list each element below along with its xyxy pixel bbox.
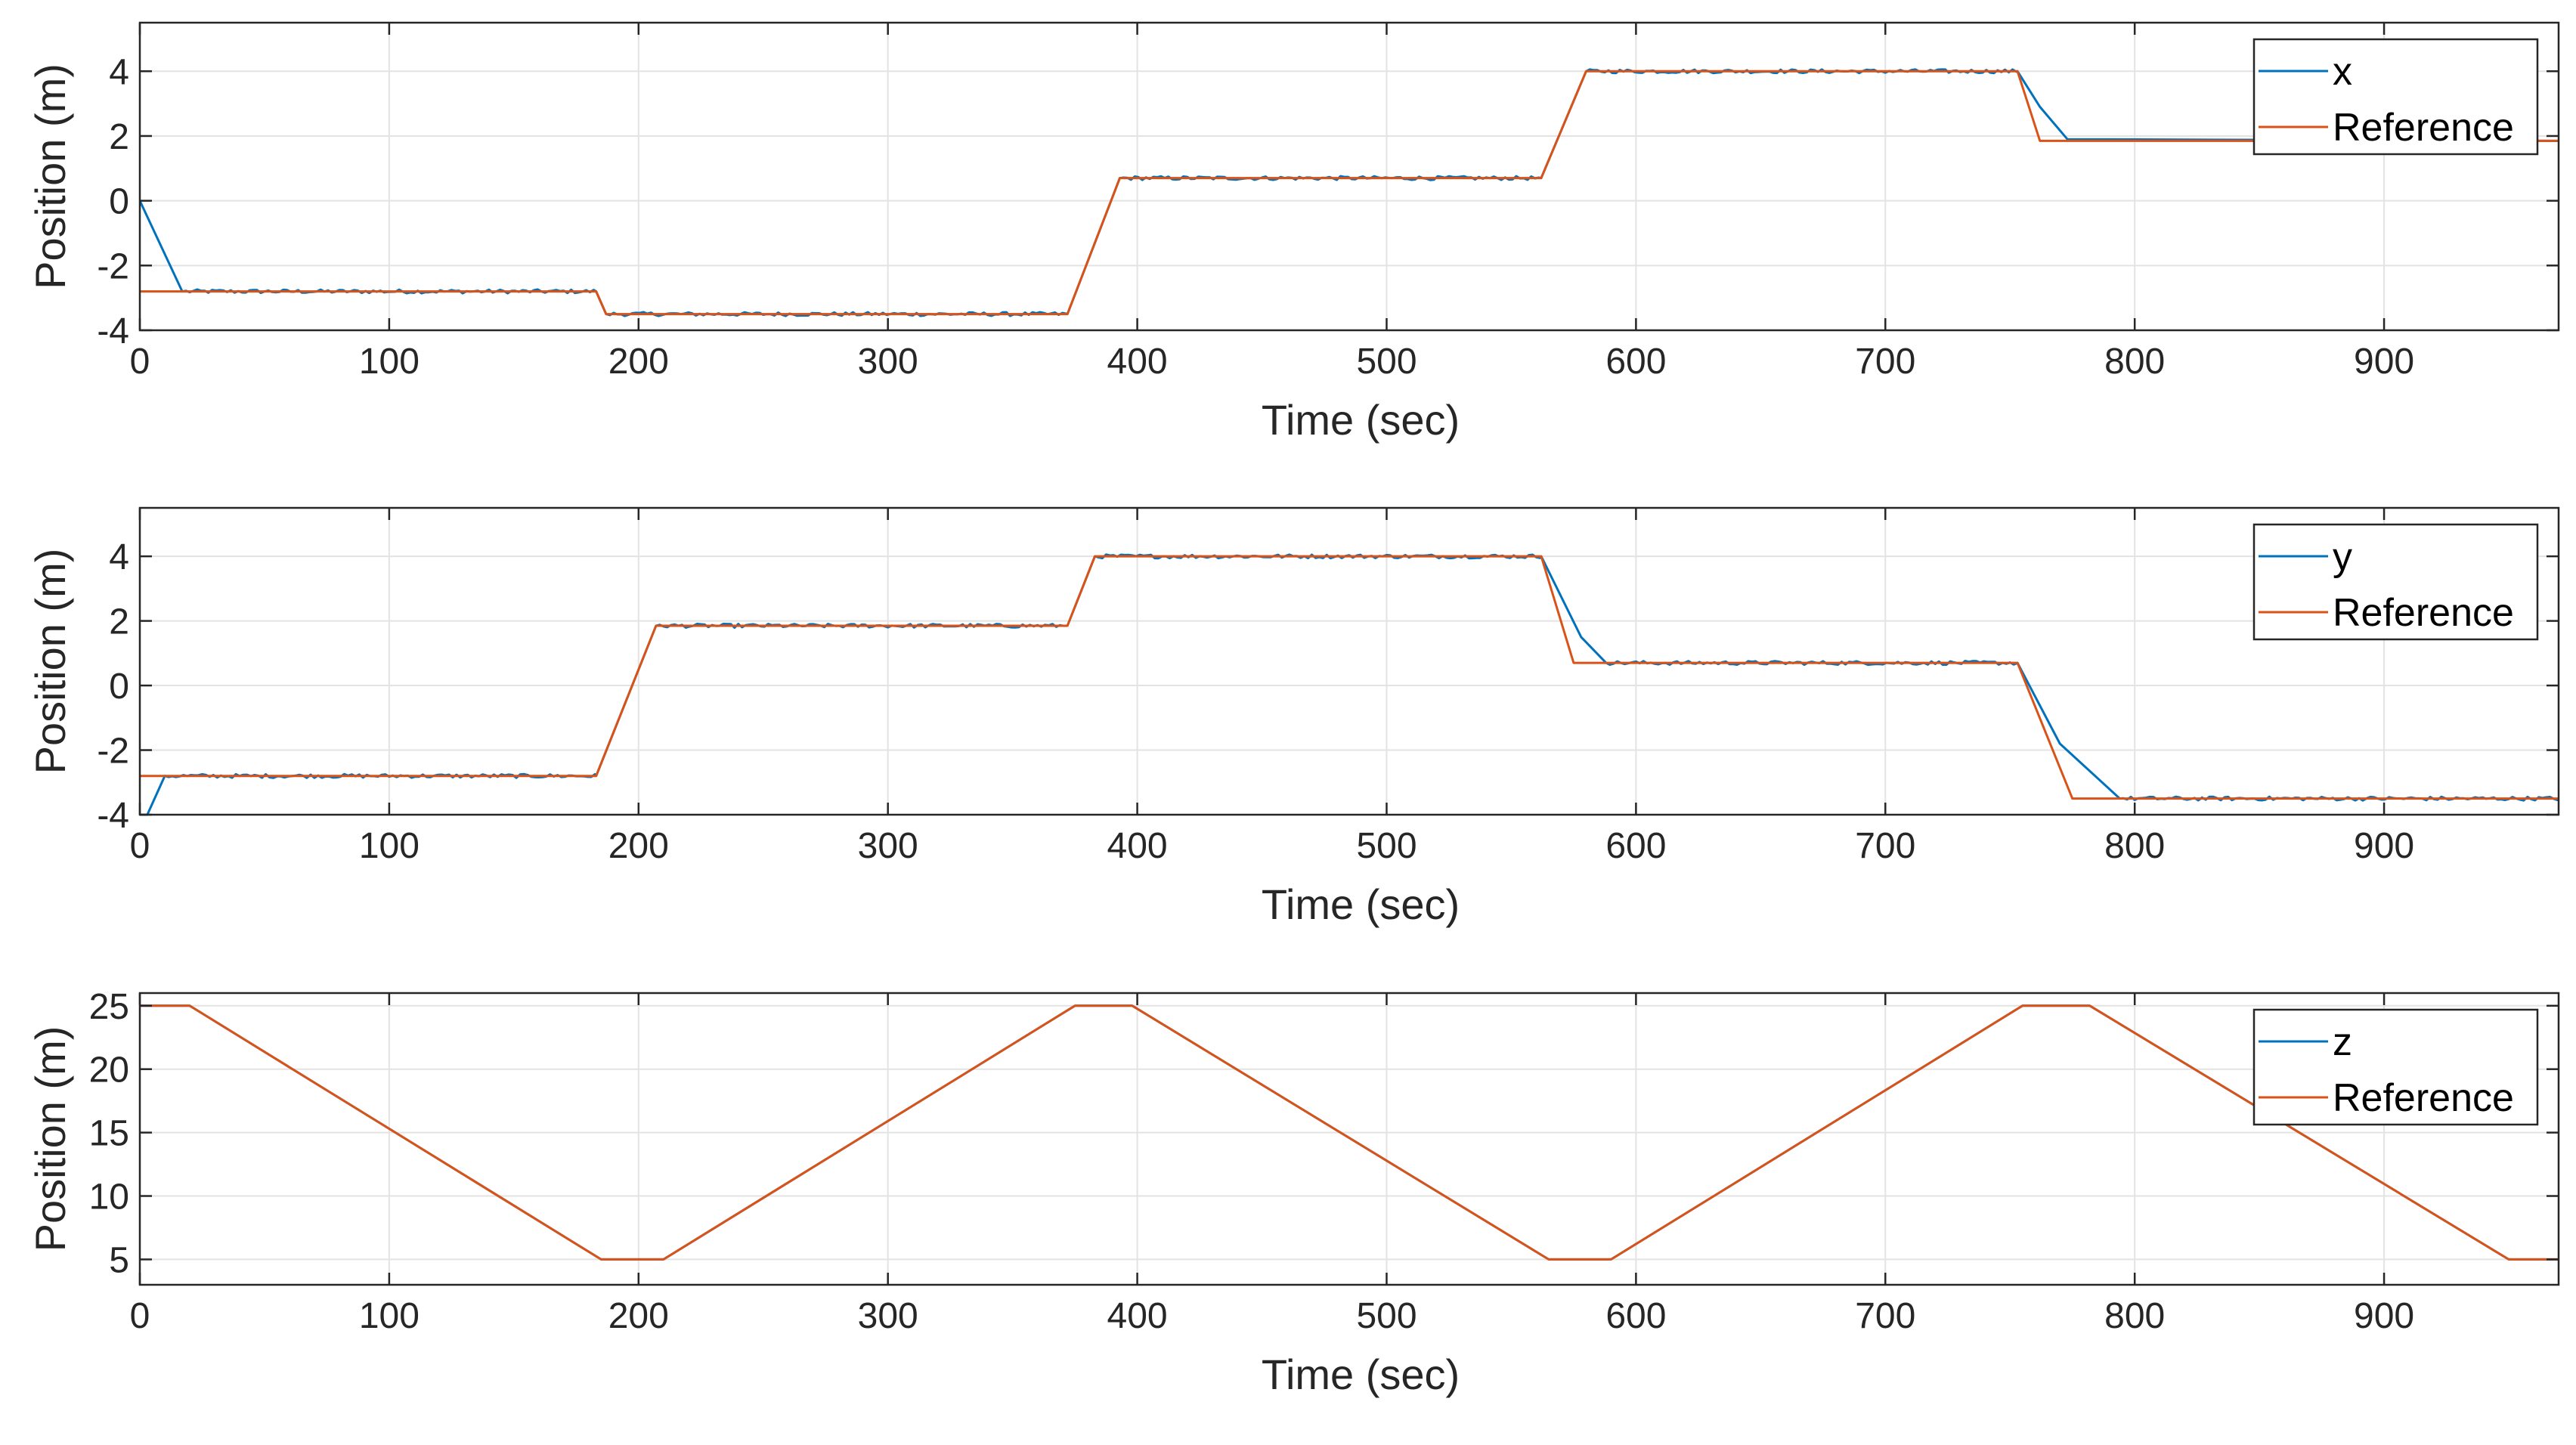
y-tick-label: 20 bbox=[89, 1050, 129, 1091]
y-tick-label: 0 bbox=[109, 667, 129, 707]
chart-panel-3: 0 100 200 300 400 500 600 700 800 900 5 10 15 20 25 Tim… bbox=[26, 987, 2560, 1398]
x-tick-label: 100 bbox=[359, 1296, 420, 1336]
series-line-y bbox=[140, 553, 2560, 816]
series-line-reference bbox=[140, 555, 2559, 800]
y-tick-label: -2 bbox=[97, 246, 129, 286]
y-tick-label: 2 bbox=[109, 117, 129, 157]
x-tick-label: 500 bbox=[1356, 342, 1416, 382]
axes-box bbox=[138, 992, 2560, 1286]
legend: z Reference bbox=[2252, 1008, 2539, 1126]
chart-panel-2: 0 100 200 300 400 500 600 700 800 900 -4 -2 0 2 4 Time … bbox=[26, 506, 2560, 928]
x-tick-label: 100 bbox=[359, 342, 420, 382]
x-tick-label: 500 bbox=[1356, 826, 1416, 866]
series-line-reference bbox=[140, 1004, 2559, 1261]
plot-area bbox=[140, 508, 2559, 815]
x-tick-label: 200 bbox=[608, 826, 669, 866]
legend-label-z: z bbox=[2333, 1020, 2352, 1064]
x-tick-label: 700 bbox=[1855, 826, 1915, 866]
x-tick-label: 600 bbox=[1605, 1296, 1666, 1336]
x-tick-label: 400 bbox=[1107, 1296, 1168, 1336]
x-tick-label: 400 bbox=[1107, 342, 1168, 382]
x-tick-label: 500 bbox=[1356, 1296, 1416, 1336]
x-tick-label: 900 bbox=[2354, 826, 2414, 866]
legend-box bbox=[2252, 523, 2539, 641]
x-tick-label: 0 bbox=[130, 342, 150, 382]
y-tick-label: -4 bbox=[97, 796, 129, 836]
x-tick-label: 700 bbox=[1855, 1296, 1915, 1336]
x-tick-label: 200 bbox=[608, 342, 669, 382]
legend-label-y: y bbox=[2333, 535, 2352, 579]
x-tick-label: 600 bbox=[1605, 826, 1666, 866]
y-tick-label: 10 bbox=[89, 1177, 129, 1218]
legend-box bbox=[2252, 1008, 2539, 1126]
y-tick-label: 15 bbox=[89, 1114, 129, 1154]
y-tick-label: -4 bbox=[97, 311, 129, 351]
y-tick-label: 25 bbox=[89, 987, 129, 1027]
series-line-reference bbox=[140, 70, 2559, 316]
y-axis-label: Position (m) bbox=[26, 1026, 74, 1252]
x-tick-label: 0 bbox=[130, 826, 150, 866]
legend-label-reference: Reference bbox=[2333, 106, 2514, 150]
legend-label-reference: Reference bbox=[2333, 1076, 2514, 1120]
x-tick-label: 600 bbox=[1605, 342, 1666, 382]
x-tick-label: 800 bbox=[2104, 342, 2165, 382]
chart-panel-1: 0 100 200 300 400 500 600 700 800 900 -4 -2 0 2 4 Time … bbox=[26, 21, 2560, 444]
x-tick-label: 900 bbox=[2354, 1296, 2414, 1336]
y-axis-label: Position (m) bbox=[26, 63, 74, 289]
x-tick-label: 200 bbox=[608, 1296, 669, 1336]
x-tick-label: 300 bbox=[858, 1296, 918, 1336]
x-tick-label: 700 bbox=[1855, 342, 1915, 382]
x-tick-label: 300 bbox=[858, 826, 918, 866]
x-axis-label: Time (sec) bbox=[1262, 880, 1460, 928]
y-tick-label: 5 bbox=[109, 1240, 129, 1280]
legend-label-reference: Reference bbox=[2333, 591, 2514, 635]
y-tick-label: 2 bbox=[109, 602, 129, 642]
legend-box bbox=[2252, 38, 2539, 156]
y-tick-label: 4 bbox=[109, 52, 129, 92]
x-tick-label: 0 bbox=[130, 1296, 150, 1336]
legend: y Reference bbox=[2252, 523, 2539, 641]
legend: x Reference bbox=[2252, 38, 2539, 156]
legend-label-x: x bbox=[2333, 50, 2352, 94]
x-tick-label: 100 bbox=[359, 826, 420, 866]
x-tick-label: 800 bbox=[2104, 1296, 2165, 1336]
x-tick-label: 300 bbox=[858, 342, 918, 382]
x-axis-label: Time (sec) bbox=[1262, 396, 1460, 444]
y-tick-label: -2 bbox=[97, 732, 129, 772]
x-tick-label: 900 bbox=[2354, 342, 2414, 382]
x-tick-label: 800 bbox=[2104, 826, 2165, 866]
y-axis-label: Position (m) bbox=[26, 549, 74, 775]
axes-box bbox=[138, 506, 2560, 816]
axes-box bbox=[138, 21, 2560, 332]
x-tick-label: 400 bbox=[1107, 826, 1168, 866]
y-tick-label: 4 bbox=[109, 537, 129, 577]
y-tick-label: 0 bbox=[109, 182, 129, 222]
x-axis-label: Time (sec) bbox=[1262, 1351, 1460, 1398]
